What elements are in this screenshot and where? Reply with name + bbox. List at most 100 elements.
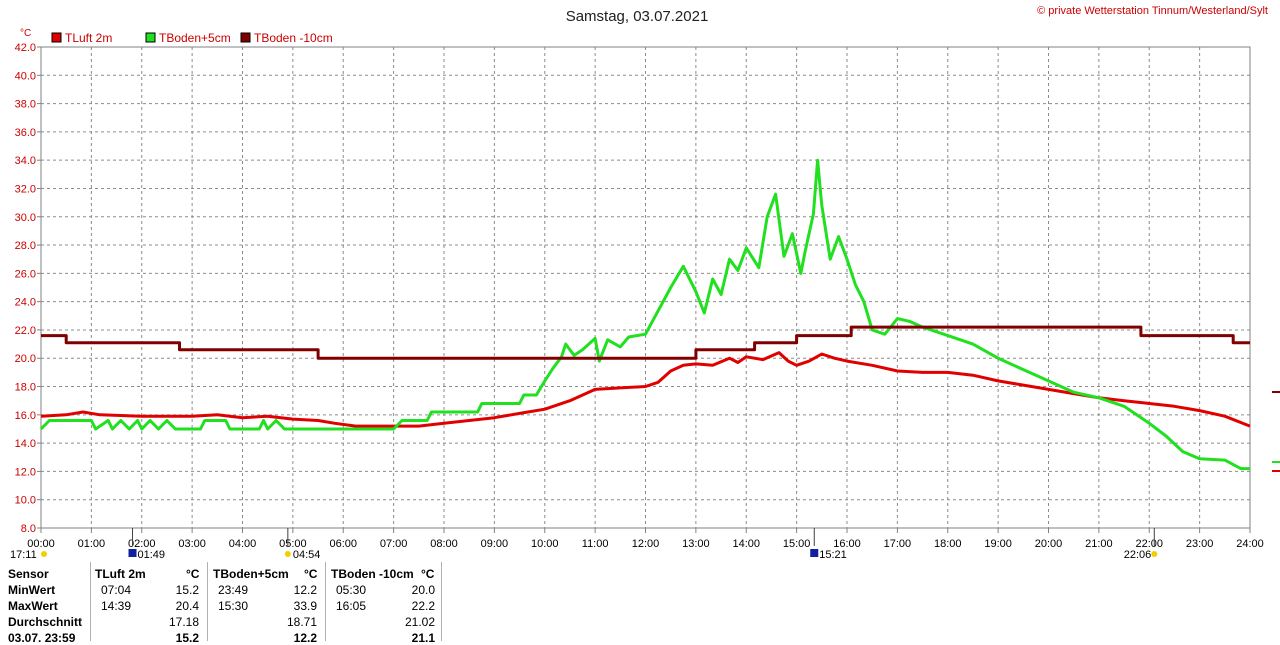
astro-markers: 01:49 04:54 15:21 22:06 17:11 <box>10 528 1158 561</box>
stats-header-tboden10: TBoden -10cm <box>331 567 414 581</box>
stats-time: 23:49 <box>218 583 249 597</box>
x-tick-label: 10:00 <box>531 538 559 550</box>
y-tick-label: 26.0 <box>15 268 36 280</box>
stats-value: 17.18 <box>168 615 199 629</box>
stats-value: 12.2 <box>293 583 317 597</box>
x-tick-label: 04:00 <box>229 538 257 550</box>
x-tick-label: 06:00 <box>329 538 357 550</box>
y-tick-label: 12.0 <box>15 466 36 478</box>
divider <box>90 562 91 641</box>
moon-icon <box>128 549 137 557</box>
y-tick-label: 40.0 <box>15 70 36 82</box>
series-line-tboden10 <box>41 325 1250 360</box>
x-tick-label: 20:00 <box>1035 538 1063 550</box>
stats-time: 05:30 <box>336 583 367 597</box>
stats-value: 33.9 <box>293 599 317 613</box>
gridlines <box>41 47 1250 528</box>
moonset-time: 15:21 <box>819 549 847 561</box>
stats-header-unit: °C <box>304 567 318 581</box>
left-time-label: 17:11 <box>10 549 37 561</box>
y-tick-label: 10.0 <box>15 495 36 507</box>
sun-icon <box>1151 551 1158 557</box>
stats-header-tboden5: TBoden+5cm <box>213 567 289 581</box>
y-tick-label: 8.0 <box>21 523 36 535</box>
statistics-table: Sensor TLuft 2m °C TBoden+5cm °C TBoden … <box>0 562 445 645</box>
legend-swatch-tluft <box>51 32 62 43</box>
legend-swatch-tboden10 <box>240 32 251 43</box>
stats-header-unit: °C <box>186 567 200 581</box>
chart-title: Samstag, 03.07.2021 <box>566 8 709 25</box>
x-tick-label: 05:00 <box>279 538 307 550</box>
y-tick-label: 36.0 <box>15 127 36 139</box>
x-tick-label: 08:00 <box>430 538 458 550</box>
y-tick-label: 14.0 <box>15 438 36 450</box>
y-tick-label: 18.0 <box>15 382 36 394</box>
divider <box>325 562 326 641</box>
stats-header-sensor: Sensor <box>8 567 49 581</box>
y-tick-label: 42.0 <box>15 42 36 54</box>
sun-icon <box>41 551 47 557</box>
sunrise-time: 04:54 <box>293 549 321 561</box>
moon-icon <box>810 549 819 557</box>
stats-value: 21.02 <box>404 615 435 629</box>
stats-header-tluft: TLuft 2m <box>95 567 146 581</box>
y-unit-label: °C <box>20 28 31 39</box>
stats-time: 14:39 <box>101 599 132 613</box>
stats-row-label: MaxWert <box>8 599 58 613</box>
x-tick-label: 21:00 <box>1085 538 1113 550</box>
y-tick-label: 38.0 <box>15 99 36 111</box>
y-axis: 8.0 10.0 12.0 14.0 16.0 18.0 20.0 22.0 24.0 26.0 2… <box>15 42 41 535</box>
x-tick-label: 12:00 <box>632 538 660 550</box>
x-tick-label: 19:00 <box>984 538 1012 550</box>
divider <box>207 562 208 641</box>
x-tick-label: 23:00 <box>1186 538 1214 550</box>
stats-time: 16:05 <box>336 599 367 613</box>
stats-row-label: MinWert <box>8 583 56 597</box>
stats-value: 20.4 <box>175 599 199 613</box>
stats-row-label: 03.07. 23:59 <box>8 631 76 645</box>
y-tick-label: 20.0 <box>15 353 36 365</box>
stats-value: 22.2 <box>411 599 435 613</box>
x-tick-label: 13:00 <box>682 538 710 550</box>
sunset-time: 22:06 <box>1124 549 1152 561</box>
stats-value: 12.2 <box>293 631 317 645</box>
x-tick-label: 02:00 <box>128 538 156 550</box>
sun-icon <box>284 551 291 557</box>
legend-swatch-tboden5 <box>145 32 156 43</box>
stats-value: 20.0 <box>411 583 435 597</box>
x-tick-label: 09:00 <box>481 538 509 550</box>
stats-time: 15:30 <box>218 599 249 613</box>
moonrise-time: 01:49 <box>138 549 166 561</box>
y-tick-label: 22.0 <box>15 325 36 337</box>
legend-label-tboden5: TBoden+5cm <box>159 31 231 45</box>
x-tick-label: 14:00 <box>732 538 760 550</box>
x-tick-label: 03:00 <box>178 538 206 550</box>
stats-row-label: Durchschnitt <box>8 615 83 629</box>
y-tick-label: 32.0 <box>15 183 36 195</box>
stats-time: 07:04 <box>101 583 132 597</box>
x-tick-label: 01:00 <box>78 538 106 550</box>
x-tick-label: 16:00 <box>833 538 861 550</box>
x-tick-label: 11:00 <box>582 538 609 550</box>
y-tick-label: 28.0 <box>15 240 36 252</box>
stats-value: 15.2 <box>175 631 199 645</box>
y-tick-label: 16.0 <box>15 410 36 422</box>
copyright-notice: © private Wetterstation Tinnum/Westerlan… <box>1037 5 1268 17</box>
series-lines <box>39 158 1251 471</box>
x-tick-label: 22:00 <box>1135 538 1163 550</box>
stats-value: 21.1 <box>411 631 435 645</box>
stats-value: 18.71 <box>286 615 317 629</box>
y-tick-label: 24.0 <box>15 297 36 309</box>
stats-header-unit: °C <box>421 567 435 581</box>
x-tick-label: 18:00 <box>934 538 962 550</box>
x-tick-label: 00:00 <box>27 538 55 550</box>
legend-label-tluft: TLuft 2m <box>65 31 112 45</box>
series-line-tluft <box>40 351 1251 428</box>
divider <box>441 562 442 641</box>
y-tick-label: 34.0 <box>15 155 36 167</box>
x-tick-label: 07:00 <box>380 538 408 550</box>
x-axis: 00:00 01:00 02:00 03:00 04:00 05:00 06:00 07:00… <box>27 528 1264 550</box>
legend: TLuft 2m TBoden+5cm TBoden -10cm <box>51 31 333 45</box>
y-tick-label: 30.0 <box>15 212 36 224</box>
